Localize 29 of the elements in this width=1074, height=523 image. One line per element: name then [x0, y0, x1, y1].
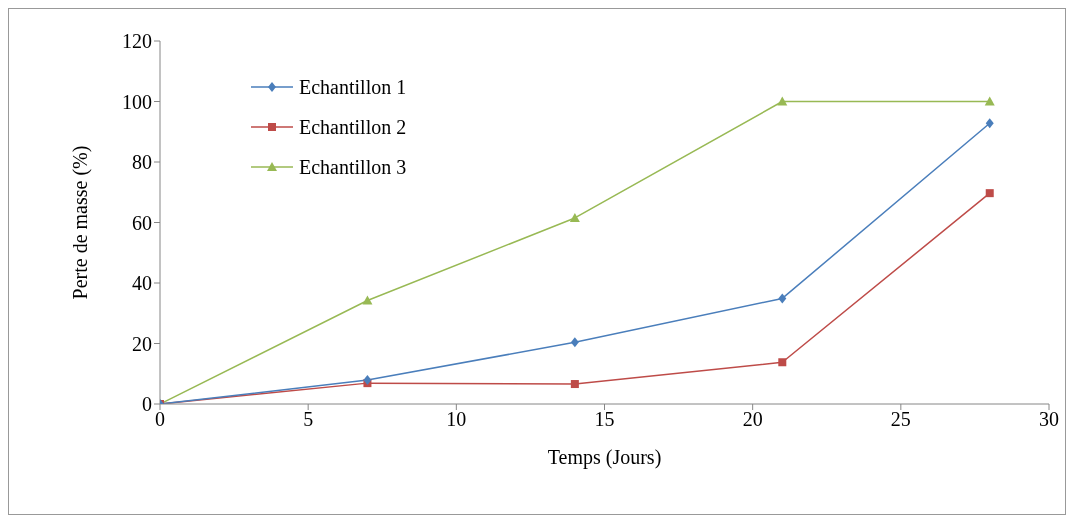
point — [985, 189, 994, 198]
x-axis-title: Temps (Jours) — [547, 446, 662, 469]
legend-label: Echantillon 3 — [299, 155, 407, 179]
point — [984, 96, 995, 106]
point — [570, 337, 579, 348]
y-tick-label: 20 — [132, 332, 152, 355]
y-tick-label: 40 — [132, 272, 152, 295]
point — [778, 358, 787, 367]
y-tick-label: 80 — [132, 151, 152, 174]
legend-label: Echantillon 2 — [299, 115, 407, 139]
point — [569, 212, 580, 222]
point — [985, 118, 994, 129]
x-tick-label: 15 — [594, 408, 615, 431]
point — [362, 295, 373, 305]
x-tick-label: 25 — [890, 408, 911, 431]
x-tick-label: 20 — [742, 408, 763, 431]
point — [570, 380, 579, 389]
y-tick-label: 120 — [122, 30, 152, 53]
x-tick-label: 30 — [1039, 408, 1059, 431]
x-tick-label: 10 — [446, 408, 467, 431]
y-tick-label: 100 — [122, 90, 152, 113]
point — [778, 293, 787, 304]
legend-label: Echantillon 1 — [299, 75, 407, 99]
point — [777, 96, 788, 106]
y-tick-label: 0 — [142, 393, 152, 416]
point — [363, 375, 372, 386]
x-tick-label: 5 — [303, 408, 314, 431]
y-tick-label: 60 — [132, 211, 152, 234]
y-axis-title: Perte de masse (%) — [69, 145, 93, 300]
